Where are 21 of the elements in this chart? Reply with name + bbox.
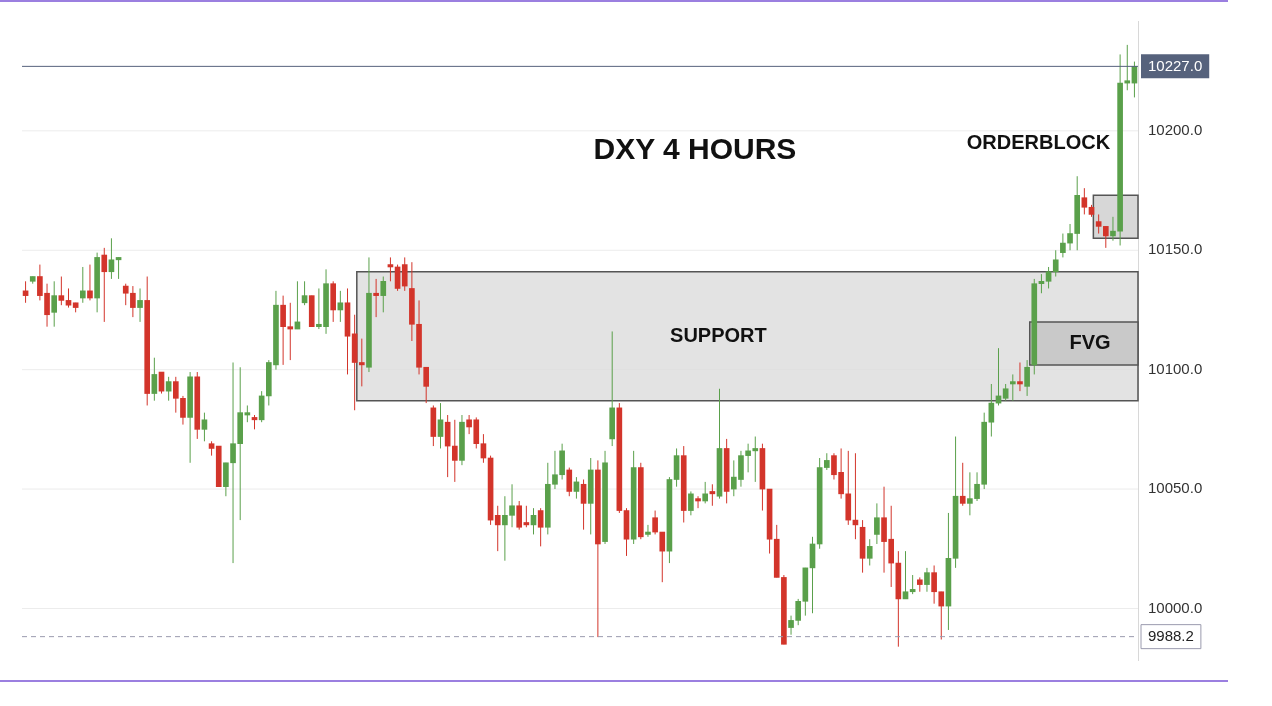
candlestick <box>959 462 966 507</box>
band-label: ORDERBLOCK <box>966 131 1111 154</box>
band-label: FVG <box>1069 330 1111 353</box>
y-tick-label: 10100.0 <box>1148 359 1203 377</box>
candlestick <box>308 295 315 328</box>
y-tick-label: 10150.0 <box>1148 240 1203 258</box>
candlestick <box>1052 249 1059 278</box>
candlestick <box>29 276 36 285</box>
y-tick-label: 10200.0 <box>1148 120 1203 138</box>
candlestick <box>866 538 873 566</box>
y-tick-label: 10050.0 <box>1148 479 1203 497</box>
candlestick <box>194 371 201 440</box>
candlestick <box>916 576 923 593</box>
candlestick <box>516 500 523 531</box>
candlestick <box>51 280 58 328</box>
band-label: SUPPORT <box>670 323 767 346</box>
y-tick-label: 10000.0 <box>1148 598 1203 616</box>
ref-line-label: 9988.2 <box>1148 626 1194 644</box>
candlestick <box>823 452 830 471</box>
ref-line-label: 10227.0 <box>1148 56 1203 74</box>
text: DXY 4 HOURS <box>593 132 797 166</box>
